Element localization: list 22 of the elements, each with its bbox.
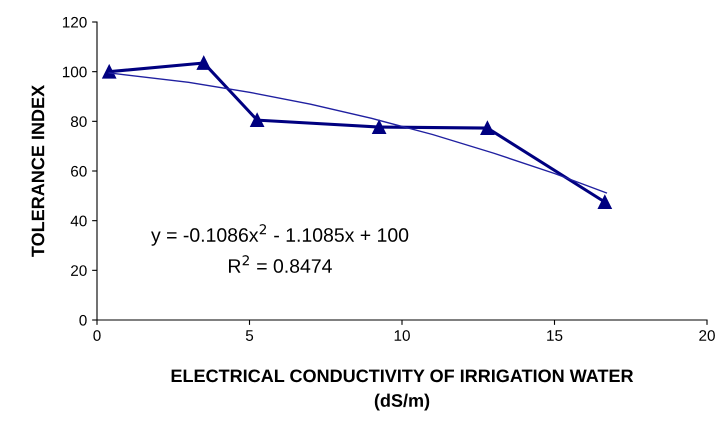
y-tick-label: 100 (62, 66, 87, 78)
point (196, 56, 211, 70)
point (250, 113, 264, 128)
point (102, 64, 116, 79)
x-axis-title: ELECTRICAL CONDUCTIVITY OF IRRIGATION WATER (dS/m) (172, 369, 634, 410)
y-tick-label: 20 (71, 265, 87, 276)
y-axis-title: TOLERANCE INDEX (32, 85, 44, 257)
annotation: y = -0.1086x$^{2}$ - 1.1085x + 100 (151, 224, 408, 246)
x-tick-label: 5 (246, 330, 254, 341)
y-tick-label: 120 (62, 16, 87, 28)
annotation: R$^{2}$ = 0.8474 (229, 255, 332, 273)
y-tick-label: 40 (70, 216, 87, 226)
point (372, 120, 386, 134)
y-tick-label: 0 (79, 314, 87, 326)
y-tick-label: 60 (71, 166, 87, 177)
point (598, 195, 612, 209)
y-tick-label: 80 (70, 116, 87, 128)
point (480, 121, 494, 135)
x-tick-label: 10 (394, 330, 410, 341)
x-tick-label: 0 (93, 330, 101, 341)
x-tick-label: 20 (699, 330, 715, 341)
x-tick-label: 15 (547, 330, 562, 341)
